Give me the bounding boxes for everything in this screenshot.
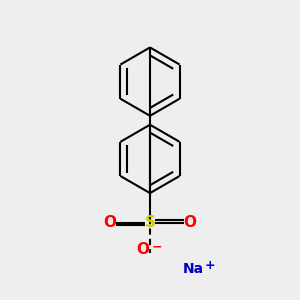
Text: Na: Na: [182, 262, 204, 276]
Text: S: S: [145, 215, 155, 230]
Text: O: O: [103, 215, 116, 230]
Text: −: −: [151, 241, 162, 254]
Text: O: O: [136, 242, 149, 257]
Text: +: +: [204, 259, 215, 272]
Text: O: O: [184, 215, 196, 230]
